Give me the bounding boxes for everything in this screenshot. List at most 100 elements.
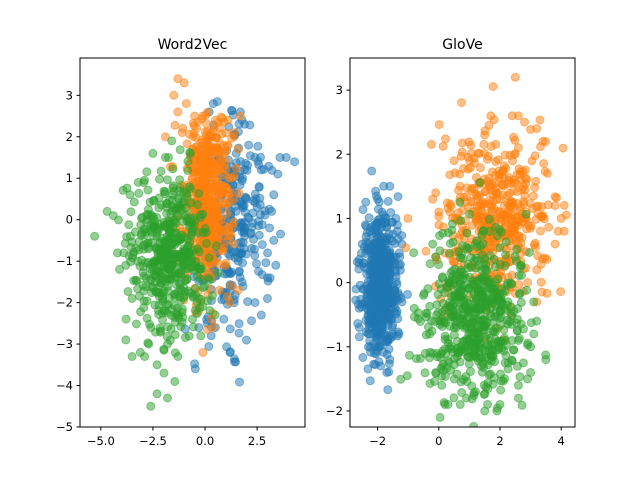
glove-y-ticks: −2 −1 0 1 2 3 [326,83,350,418]
scatter-point [491,157,501,166]
scatter-point [495,243,505,253]
scatter-point [211,132,221,142]
scatter-point [211,241,221,251]
scatter-point [374,254,384,264]
scatter-point [129,247,139,257]
scatter-point [385,234,395,244]
scatter-point [173,107,183,117]
scatter-point [234,328,244,338]
scatter-point [481,300,491,310]
scatter-point [475,163,485,173]
scatter-point [199,281,209,291]
scatter-point [458,304,468,314]
scatter-point [475,200,485,210]
scatter-point [480,130,490,140]
scatter-point [385,355,395,365]
scatter-point [269,235,279,245]
scatter-point [225,324,235,334]
scatter-point [172,272,181,282]
scatter-point [401,243,411,253]
scatter-point [507,336,517,345]
scatter-point [532,265,542,275]
scatter-point [273,169,283,179]
scatter-point [495,400,505,409]
scatter-point [193,272,202,282]
word2vec-points [90,74,300,411]
scatter-point [481,382,491,392]
scatter-point [434,220,444,230]
scatter-point [148,148,158,158]
scatter-point [179,232,189,242]
scatter-point [219,140,229,150]
scatter-point [434,120,444,130]
scatter-point [240,231,250,241]
scatter-point [456,377,466,387]
scatter-point [358,353,368,362]
scatter-point [150,277,160,287]
scatter-point [441,349,451,359]
glove-frame [349,57,576,428]
scatter-point [255,193,265,203]
scatter-point [451,273,461,283]
scatter-point [544,222,554,232]
scatter-point [361,197,371,207]
x-tick-label: 2.5 [248,434,266,448]
scatter-point [445,248,454,258]
scatter-point [225,298,235,308]
scatter-point [127,294,137,303]
scatter-point [507,224,517,234]
scatter-point [456,151,466,161]
scatter-point [430,316,440,326]
scatter-point [200,170,210,180]
left-subplot: Word2Vec −5.0 −2.5 0.0 2.5 −5 −4 −3 −2 −1 0 1 2 3 [56,37,306,448]
scatter-point [377,264,387,274]
glove-title: GloVe [442,37,482,53]
scatter-point [156,326,165,336]
scatter-point [218,246,228,256]
scatter-point [158,268,168,278]
scatter-point [241,249,251,259]
scatter-point [531,214,541,224]
word2vec-frame [79,57,306,428]
scatter-point [170,120,180,130]
scatter-point [201,180,211,190]
scatter-point [381,337,391,347]
scatter-point [384,313,394,323]
word2vec-y-ticks: −5 −4 −3 −2 −1 0 1 2 3 [56,88,80,434]
scatter-point [449,330,459,340]
scatter-point [248,218,258,228]
scatter-point [363,342,373,352]
scatter-point [513,380,523,390]
scatter-point [153,287,163,297]
scatter-point [369,247,379,257]
scatter-point [233,285,243,295]
scatter-point [435,412,445,422]
scatter-point [517,400,527,410]
scatter-point [552,193,561,203]
scatter-point [437,380,447,390]
scatter-point [433,290,443,299]
scatter-point [234,266,244,276]
scatter-point [194,189,204,198]
scatter-point [139,244,149,254]
scatter-point [456,216,466,226]
scatter-point [265,223,275,233]
scatter-point [235,377,244,387]
scatter-point [484,120,494,130]
scatter-point [457,267,467,277]
scatter-point [188,314,197,324]
scatter-point [210,310,220,320]
scatter-point [146,323,156,332]
scatter-point [452,369,462,379]
scatter-point [243,297,253,307]
scatter-point [384,287,394,297]
scatter-point [480,254,489,264]
scatter-point [532,316,542,326]
scatter-point [124,220,134,230]
scatter-point [397,297,407,307]
scatter-point [354,258,364,268]
scatter-point [450,354,460,363]
scatter-point [247,316,256,326]
scatter-point [160,132,170,142]
scatter-point [489,326,499,336]
